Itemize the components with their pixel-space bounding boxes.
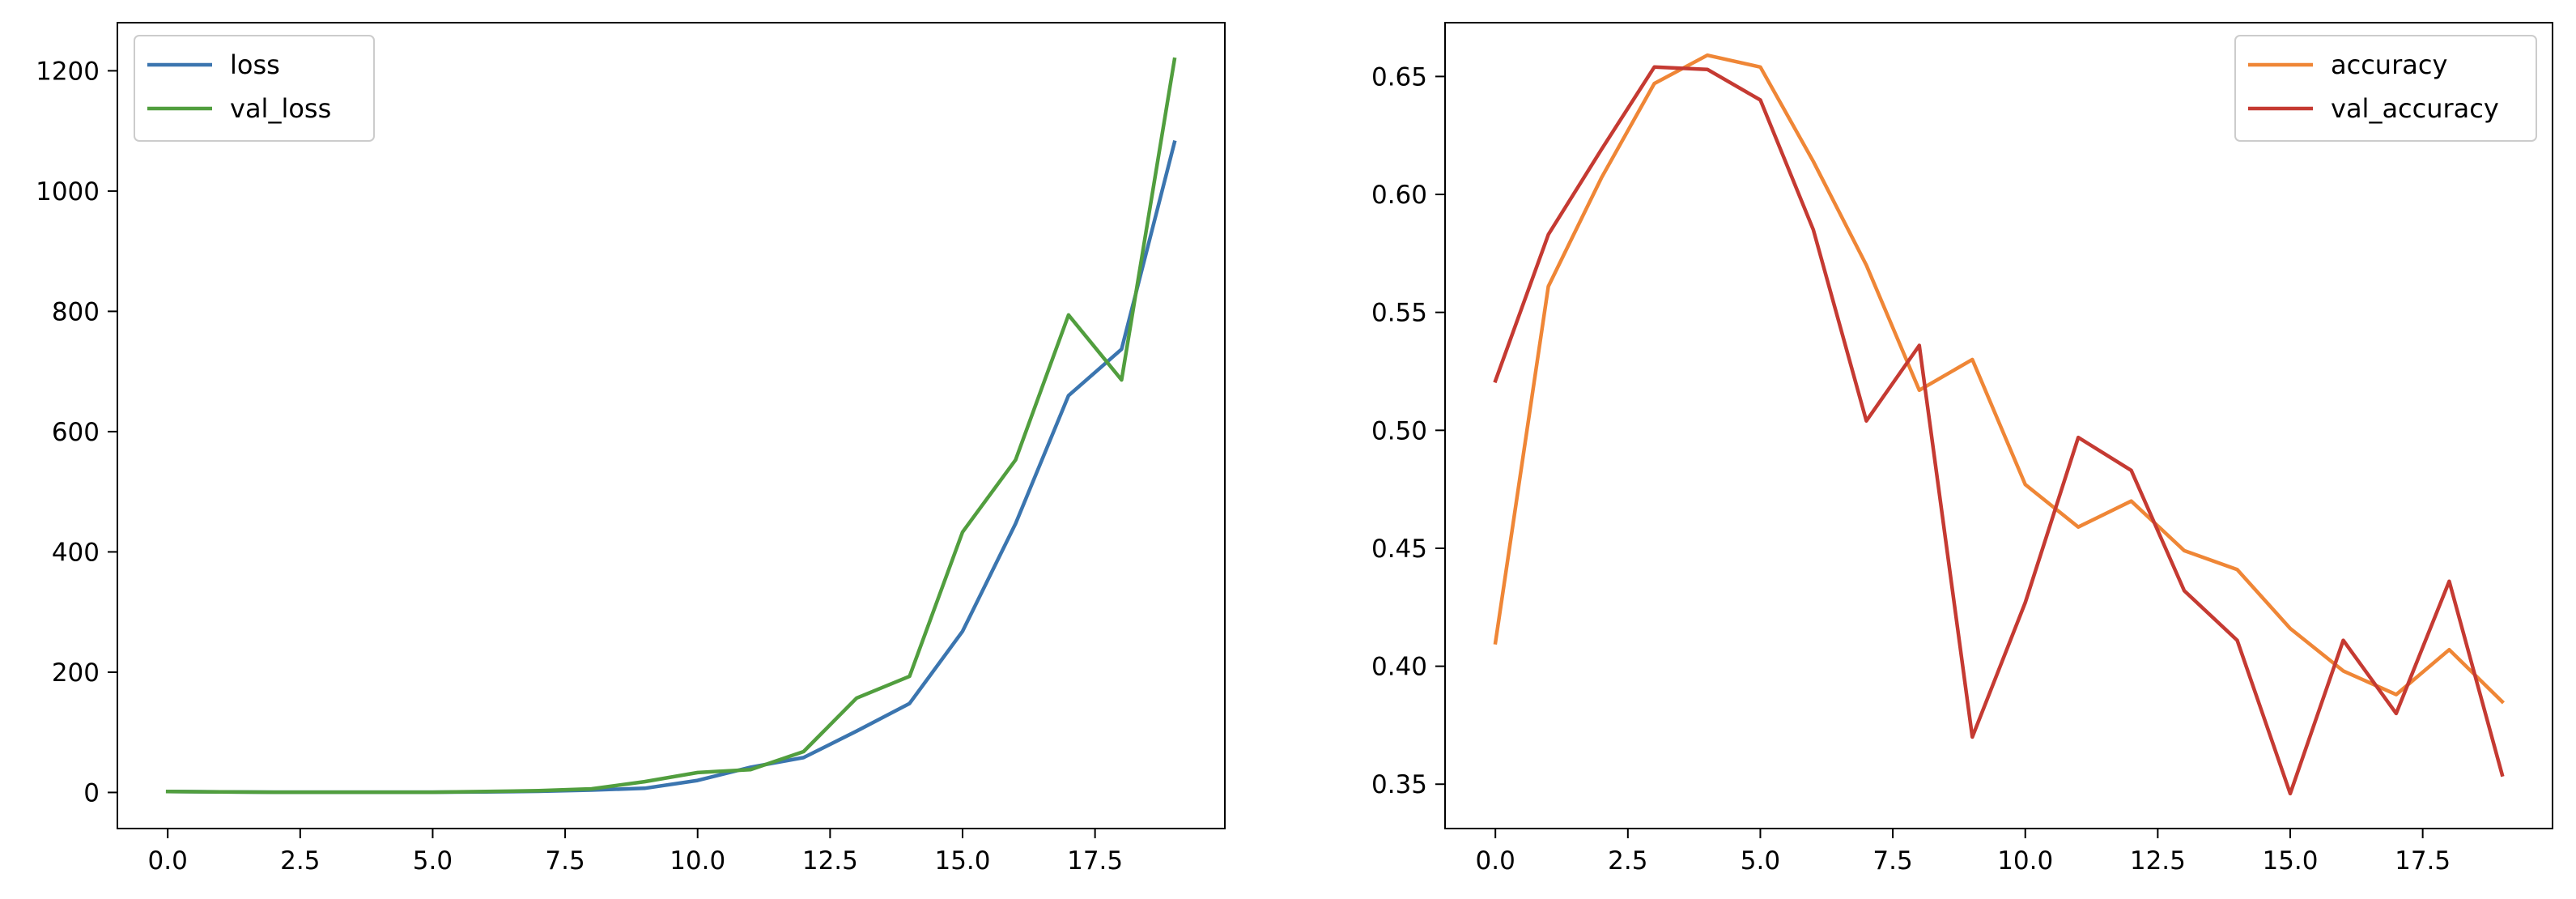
- x-tick-label: 12.5: [802, 846, 858, 876]
- x-tick-label: 2.5: [1608, 846, 1647, 876]
- y-tick-label: 0.50: [1371, 416, 1427, 445]
- y-tick-label: 0: [83, 778, 100, 807]
- series-line-val-accuracy: [1493, 65, 2505, 796]
- legend-box: [2234, 35, 2537, 142]
- y-tick-label: 0.55: [1371, 299, 1427, 328]
- x-tick-label: 5.0: [413, 846, 453, 876]
- legend-label-val-loss: val_loss: [230, 93, 331, 124]
- y-tick-label: 400: [52, 538, 100, 567]
- x-tick-label: 0.0: [1476, 846, 1515, 876]
- axes-frame: [117, 22, 1226, 829]
- x-tick-label: 15.0: [2262, 846, 2318, 876]
- x-tick-label: 17.5: [2395, 846, 2451, 876]
- y-tick-label: 0.40: [1371, 653, 1427, 682]
- legend-label-loss: loss: [230, 49, 280, 80]
- x-tick-label: 5.0: [1741, 846, 1780, 876]
- x-tick-label: 10.0: [670, 846, 725, 876]
- x-tick-label: 15.0: [934, 846, 990, 876]
- legend-box: [134, 35, 375, 142]
- y-tick-label: 800: [52, 297, 100, 326]
- accuracy-chart: 0.0 2.5 5.0 7.5 10.0 12.5 15.0 17.5 0.35 0.40 0.45…: [1371, 22, 2553, 876]
- y-tick-label: 0.45: [1371, 535, 1427, 564]
- legend-label-val-accuracy: val_accuracy: [2331, 93, 2499, 124]
- legend-label-accuracy: accuracy: [2331, 49, 2447, 80]
- series-line-val-loss: [165, 57, 1177, 795]
- legend: accuracy val_accuracy: [2234, 35, 2537, 142]
- y-tick-label: 1000: [36, 177, 100, 207]
- y-tick-label: 600: [52, 418, 100, 447]
- series-line-accuracy: [1493, 53, 2505, 705]
- y-tick-label: 1200: [36, 57, 100, 86]
- x-tick-label: 12.5: [2130, 846, 2186, 876]
- x-tick-label: 7.5: [1872, 846, 1912, 876]
- x-tick-label: 17.5: [1067, 846, 1123, 876]
- x-tick-label: 2.5: [280, 846, 320, 876]
- x-tick-label: 7.5: [545, 846, 584, 876]
- y-tick-label: 0.35: [1371, 770, 1427, 799]
- legend: loss val_loss: [134, 35, 375, 142]
- y-tick-label: 0.65: [1371, 62, 1427, 92]
- x-tick-label: 10.0: [1997, 846, 2053, 876]
- series-line-loss: [165, 140, 1177, 795]
- x-tick-label: 0.0: [148, 846, 188, 876]
- y-tick-label: 0.60: [1371, 181, 1427, 210]
- y-tick-label: 200: [52, 658, 100, 688]
- axes-frame: [1444, 22, 2553, 829]
- loss-chart: 0.0 2.5 5.0 7.5 10.0 12.5 15.0 17.5 0 200 400 600 80…: [36, 22, 1226, 876]
